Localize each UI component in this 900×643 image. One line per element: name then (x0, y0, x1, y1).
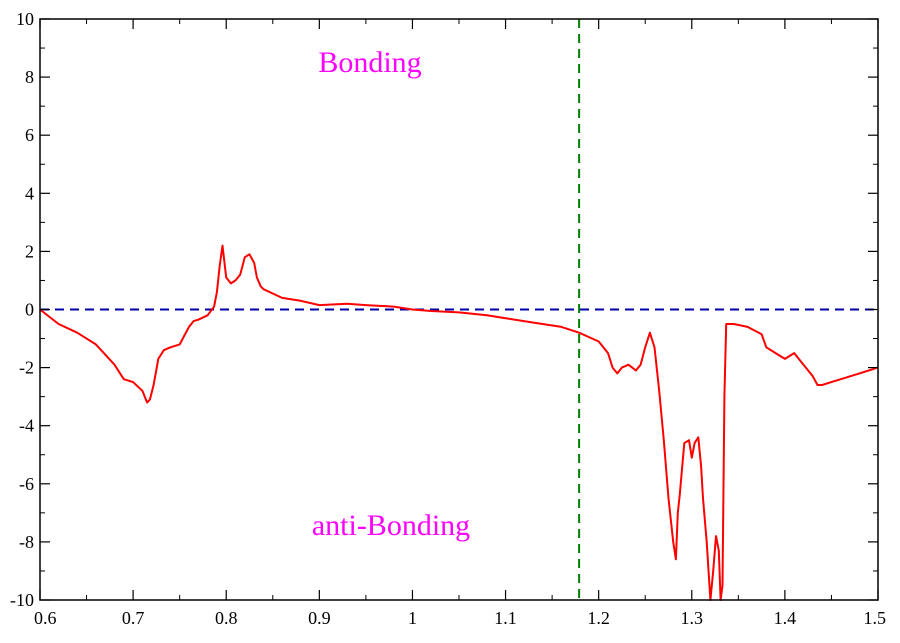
x-tick-label: 0.6 (34, 608, 57, 628)
y-tick-label: 8 (25, 67, 34, 87)
x-tick-label: 1.5 (864, 608, 887, 628)
x-tick-label: 1.3 (681, 608, 704, 628)
y-tick-label: 6 (25, 125, 34, 145)
y-tick-label: -10 (10, 590, 34, 610)
x-tick-label: 1.1 (494, 608, 517, 628)
x-tick-label: 0.7 (122, 608, 145, 628)
y-tick-label: -8 (19, 532, 34, 552)
annotation-bonding: Bonding (318, 46, 421, 79)
series-line-0 (39, 244, 879, 601)
x-tick-label: 1 (408, 608, 417, 628)
annotation-anti-bonding: anti-Bonding (312, 509, 470, 542)
x-tick-label: 0.8 (215, 608, 238, 628)
y-tick-label: 4 (25, 183, 34, 203)
y-tick-label: 0 (25, 300, 34, 320)
y-tick-label: -2 (19, 358, 34, 378)
y-tick-label: 2 (25, 241, 34, 261)
x-tick-label: 1.2 (587, 608, 610, 628)
y-tick-label: -6 (19, 474, 34, 494)
y-tick-label: 10 (16, 9, 34, 29)
x-tick-label: 1.4 (774, 608, 797, 628)
y-tick-label: -4 (19, 416, 34, 436)
x-tick-label: 0.9 (308, 608, 331, 628)
